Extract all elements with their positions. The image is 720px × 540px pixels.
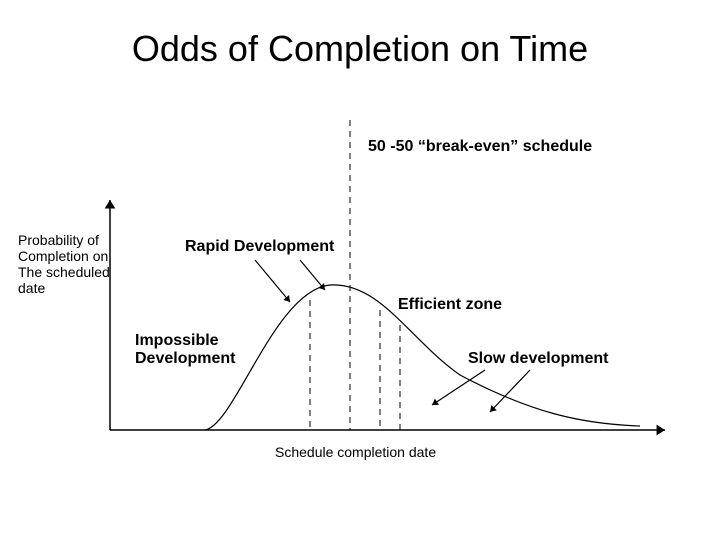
slow-dev-label: Slow development <box>468 350 608 368</box>
break-even-label: 50 -50 “break-even” schedule <box>368 138 592 156</box>
y-axis-label: Probability of Completion on The schedul… <box>18 232 110 296</box>
efficient-label: Efficient zone <box>398 296 502 314</box>
impossible-label: Impossible Development <box>135 332 235 369</box>
stage: Odds of Completion on Time 50 -50 “break… <box>0 0 720 540</box>
chart-axes <box>105 200 665 435</box>
x-axis-label: Schedule completion date <box>275 444 436 460</box>
rapid-dev-label: Rapid Development <box>185 238 334 256</box>
dashed-lines <box>310 120 400 430</box>
